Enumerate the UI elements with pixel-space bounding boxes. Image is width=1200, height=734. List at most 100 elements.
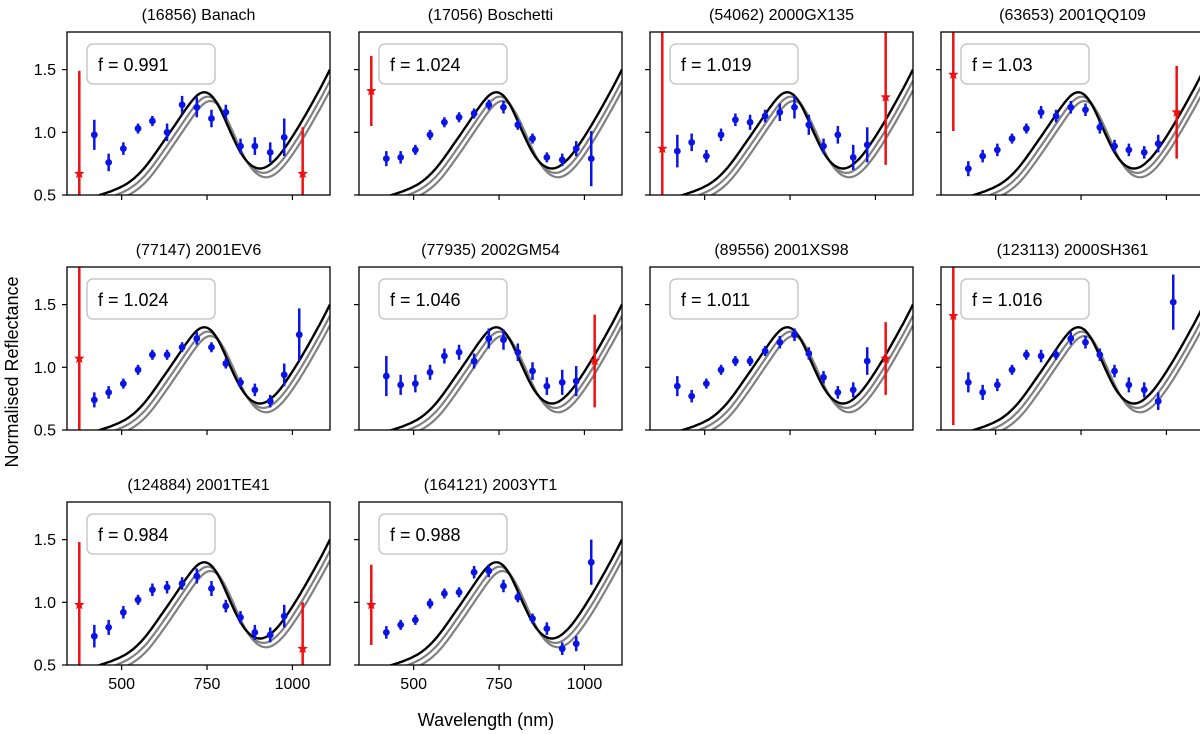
data-point	[514, 121, 522, 129]
data-point	[834, 131, 842, 139]
data-point	[266, 397, 274, 405]
model-curve-alt	[126, 559, 330, 665]
data-point	[500, 336, 507, 344]
data-point	[529, 367, 536, 375]
plot-frame	[649, 31, 914, 196]
y-tick-label: 1.0	[34, 125, 56, 142]
data-point	[1140, 148, 1148, 156]
data-point	[163, 128, 171, 136]
subplot-title: (164121) 2003YT1	[424, 477, 558, 494]
annotation-text: f = 1.016	[972, 290, 1043, 310]
data-point	[514, 348, 522, 356]
data-point	[572, 377, 580, 385]
data-point	[761, 347, 769, 355]
x-tick-label: 750	[194, 676, 221, 693]
y-tick-label: 0.5	[34, 658, 56, 675]
data-point	[500, 103, 507, 111]
plot-frame	[358, 501, 623, 666]
flagged-point	[74, 168, 85, 179]
model-curve	[678, 303, 913, 430]
data-point	[411, 380, 419, 388]
data-point	[148, 117, 156, 125]
data-point	[485, 567, 493, 575]
data-point	[1154, 397, 1162, 405]
model-curve-alt	[404, 80, 622, 195]
subplot-title: (89556) 2001XS98	[714, 242, 848, 259]
annotation-text: f = 1.03	[972, 55, 1033, 75]
model-curve	[95, 68, 330, 195]
subplot: (164121) 2003YT1 f = 0.988 500 750 1000	[354, 477, 623, 693]
data-point	[731, 357, 739, 365]
data-point	[1082, 106, 1089, 114]
model-curve-alt	[404, 315, 622, 430]
data-point	[208, 343, 215, 351]
flagged-point	[74, 353, 85, 363]
data-point	[543, 625, 551, 633]
x-tick-label: 500	[108, 676, 135, 693]
data-point	[1096, 351, 1104, 359]
model-curve	[387, 303, 622, 430]
model-curve-alt	[418, 324, 622, 430]
x-tick-label: 1000	[567, 676, 603, 693]
data-point	[1067, 103, 1075, 111]
model-curve	[387, 538, 622, 665]
data-point	[979, 152, 987, 160]
data-point	[134, 366, 142, 374]
annotation-box	[86, 513, 216, 555]
data-point	[485, 335, 493, 342]
subplot-title: (124884) 2001TE41	[127, 477, 269, 494]
data-point	[761, 112, 769, 120]
flagged-point	[366, 599, 377, 610]
x-tick-label: 1000	[275, 676, 311, 693]
model-curve-alt	[112, 315, 330, 430]
annotation-box	[378, 278, 508, 320]
data-point	[1125, 146, 1133, 154]
data-point	[237, 378, 244, 386]
data-point	[717, 366, 725, 374]
data-point	[673, 147, 681, 155]
model-curve-alt	[695, 315, 913, 430]
annotation-text: f = 1.046	[390, 290, 461, 310]
model-curve-alt	[126, 324, 330, 430]
plot-area	[382, 303, 622, 430]
data-point	[558, 645, 566, 653]
data-point	[470, 568, 478, 576]
data-point	[702, 152, 710, 160]
plot-area	[74, 538, 330, 665]
data-point	[208, 115, 215, 122]
data-point	[163, 583, 171, 591]
annotation-text: f = 0.991	[98, 55, 169, 75]
data-point	[134, 125, 142, 132]
plot-area	[948, 32, 1200, 195]
data-point	[993, 146, 1001, 154]
data-point	[1052, 351, 1060, 359]
model-curve-alt	[112, 550, 330, 665]
model-curve	[387, 68, 622, 195]
data-point	[119, 380, 127, 388]
data-point	[514, 593, 522, 601]
data-point	[1008, 135, 1016, 142]
model-curve-alt	[709, 89, 913, 195]
flagged-point	[297, 168, 308, 179]
plot-frame	[940, 266, 1200, 431]
data-point	[1082, 338, 1089, 346]
model-curve	[678, 68, 913, 195]
data-point	[993, 381, 1001, 389]
data-point	[411, 146, 419, 154]
plot-area	[366, 538, 622, 665]
x-tick-label: 500	[400, 676, 427, 693]
model-curve-alt	[986, 320, 1200, 430]
data-point	[178, 580, 186, 587]
annotation-box	[669, 278, 799, 320]
data-point	[382, 372, 390, 380]
data-point	[702, 380, 710, 388]
data-point	[1111, 367, 1118, 375]
data-point	[90, 632, 98, 640]
data-point	[222, 108, 230, 116]
data-point	[119, 608, 127, 616]
data-point	[572, 640, 580, 648]
model-curve-alt	[126, 89, 330, 195]
plot-area	[673, 303, 913, 430]
y-tick-label: 1.5	[34, 62, 56, 79]
data-point	[1037, 108, 1045, 116]
